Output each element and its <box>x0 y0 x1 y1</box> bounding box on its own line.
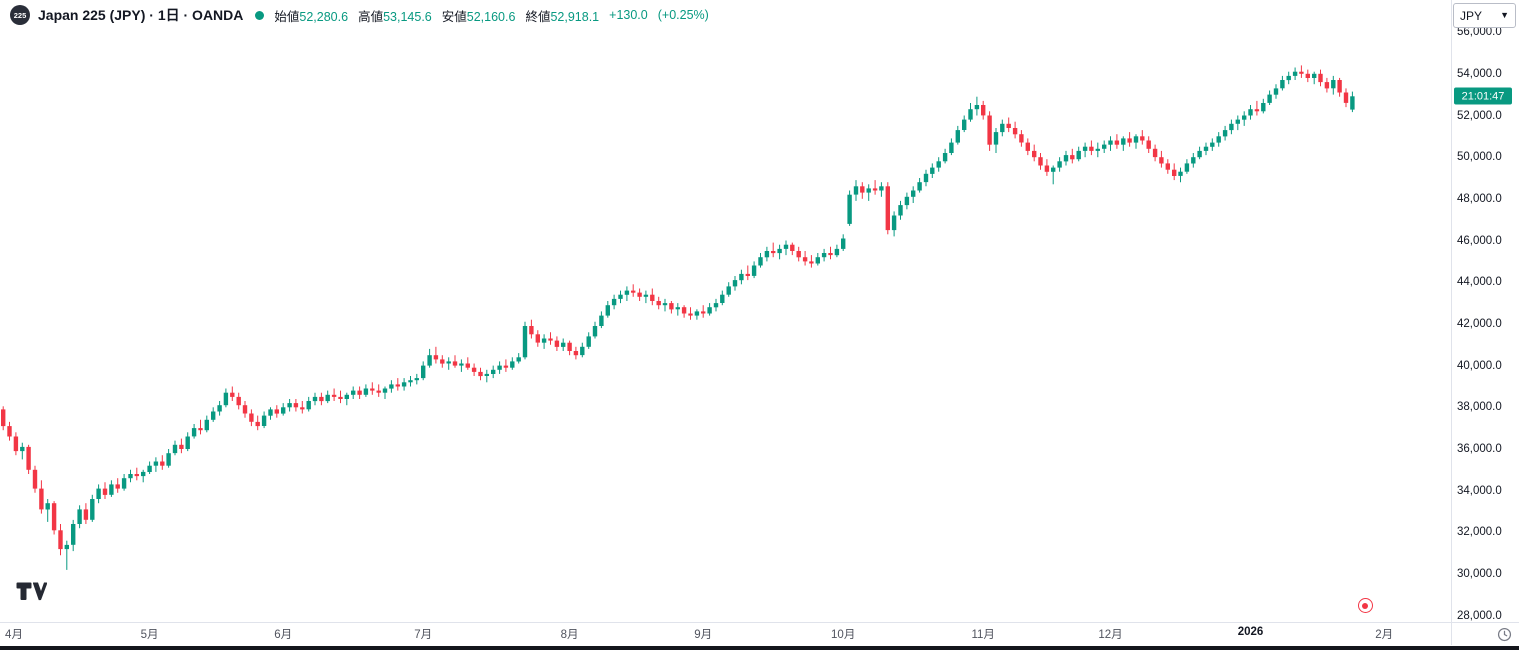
time-axis[interactable]: 4月 5月 6月 7月 8月 9月 10月 11月 12月 2026 2月 <box>0 623 1451 645</box>
ohlc-high-value: 53,145.6 <box>383 9 432 24</box>
time-axis-label: 6月 <box>274 629 293 641</box>
price-axis-divider <box>1451 0 1452 645</box>
time-axis-label: 11月 <box>971 629 995 641</box>
price-axis-label: 34,000.0 <box>1457 484 1502 497</box>
axis-corner <box>1452 623 1519 645</box>
time-axis-label: 4月 <box>5 629 23 641</box>
tradingview-logo[interactable] <box>16 582 48 606</box>
time-axis-label: 10月 <box>831 629 856 641</box>
time-axis-divider <box>0 622 1519 623</box>
price-axis-label: 50,000.0 <box>1457 151 1502 164</box>
price-axis[interactable]: 21:01:47 56,000.0 54,000.0 52,000.0 50,000.… <box>1451 26 1519 622</box>
ohlc-open-label: 始値 <box>274 9 300 24</box>
chevron-down-icon: ▼ <box>1500 10 1509 20</box>
event-marker-icon[interactable] <box>1357 598 1373 613</box>
ohlc-high: 高値53,145.6 <box>358 6 432 25</box>
ohlc-close-label: 終値 <box>525 9 551 24</box>
bottom-border <box>0 646 1519 650</box>
ohlc-low: 安値52,160.6 <box>442 6 516 25</box>
time-axis-label: 7月 <box>414 629 433 641</box>
price-chart[interactable] <box>0 30 1451 622</box>
price-axis-label: 32,000.0 <box>1457 526 1502 539</box>
change-percent: (+0.25%) <box>657 8 709 22</box>
ohlc-close-value: 52,918.1 <box>550 9 600 24</box>
chart-plot-area[interactable] <box>0 30 1451 622</box>
price-axis-label: 38,000.0 <box>1457 401 1502 414</box>
price-axis-label: 30,000.0 <box>1457 568 1502 581</box>
countdown-badge: 21:01:47 <box>1454 87 1512 105</box>
currency-selector-value: JPY <box>1460 8 1483 23</box>
symbol-logo: 225 <box>10 5 30 25</box>
chart-header: 225 Japan 225 (JPY) · 1日 · OANDA 始値52,28… <box>0 0 1449 30</box>
ohlc-open-value: 52,280.6 <box>299 9 349 24</box>
time-axis-label: 12月 <box>1098 629 1123 641</box>
price-axis-label: 40,000.0 <box>1457 359 1502 372</box>
price-axis-label: 46,000.0 <box>1457 234 1502 247</box>
time-axis-label: 2026 <box>1237 626 1264 638</box>
price-axis-label: 28,000.0 <box>1457 609 1502 622</box>
time-axis-label: 5月 <box>140 629 159 641</box>
price-axis-label: 48,000.0 <box>1457 192 1502 205</box>
price-axis-label: 56,000.0 <box>1457 26 1502 39</box>
time-axis-label: 2月 <box>1375 629 1394 641</box>
price-axis-label: 36,000.0 <box>1457 443 1502 455</box>
ohlc-open: 始値52,280.6 <box>274 6 348 25</box>
ohlc-high-label: 高値 <box>358 9 384 24</box>
symbol-title[interactable]: Japan 225 (JPY) · 1日 · OANDA <box>38 7 244 23</box>
change-value: +130.0 <box>609 8 648 22</box>
market-status-dot <box>255 10 265 20</box>
price-axis-label: 52,000.0 <box>1457 109 1502 122</box>
currency-selector[interactable]: JPY ▼ <box>1453 3 1516 28</box>
ohlc-close: 終値52,918.1 <box>525 6 599 25</box>
ohlc-low-value: 52,160.6 <box>466 9 516 24</box>
time-axis-label: 8月 <box>560 629 579 641</box>
time-axis-label: 9月 <box>694 629 713 641</box>
price-axis-label: 42,000.0 <box>1457 317 1502 330</box>
price-axis-label: 44,000.0 <box>1457 276 1502 289</box>
clock-icon[interactable] <box>1497 627 1512 642</box>
ohlc-low-label: 安値 <box>441 9 467 24</box>
price-axis-label: 54,000.0 <box>1457 67 1502 80</box>
ohlc-legend: 始値52,280.6 高値53,145.6 安値52,160.6 終値52,91… <box>274 6 708 25</box>
